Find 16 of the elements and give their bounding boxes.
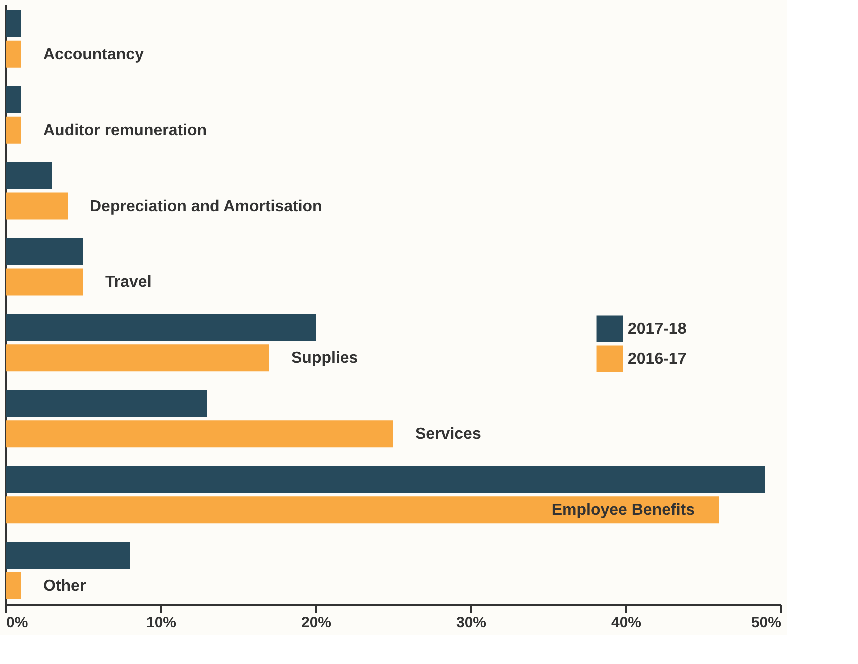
y-tick-label: Accountancy: [44, 46, 144, 64]
x-tick-label: 30%: [456, 614, 487, 632]
y-tick-label: Supplies: [292, 350, 358, 368]
legend-label: 2017-18: [628, 321, 687, 338]
y-tick-label: Auditor remuneration: [44, 122, 208, 140]
x-tick-label: 10%: [146, 614, 177, 632]
legend-label: 2016-17: [628, 351, 687, 368]
y-tick-label: Services: [416, 426, 482, 444]
y-tick-label: Other: [44, 578, 86, 596]
y-tick-label: Travel: [106, 274, 152, 292]
x-tick-label: 40%: [611, 614, 642, 632]
x-tick-label: 20%: [301, 614, 332, 632]
x-tick-label: 0%: [6, 614, 28, 632]
y-tick-label: Depreciation and Amortisation: [90, 198, 322, 216]
x-tick-label: 50%: [751, 614, 782, 632]
y-tick-label: Employee Benefits: [552, 502, 696, 520]
